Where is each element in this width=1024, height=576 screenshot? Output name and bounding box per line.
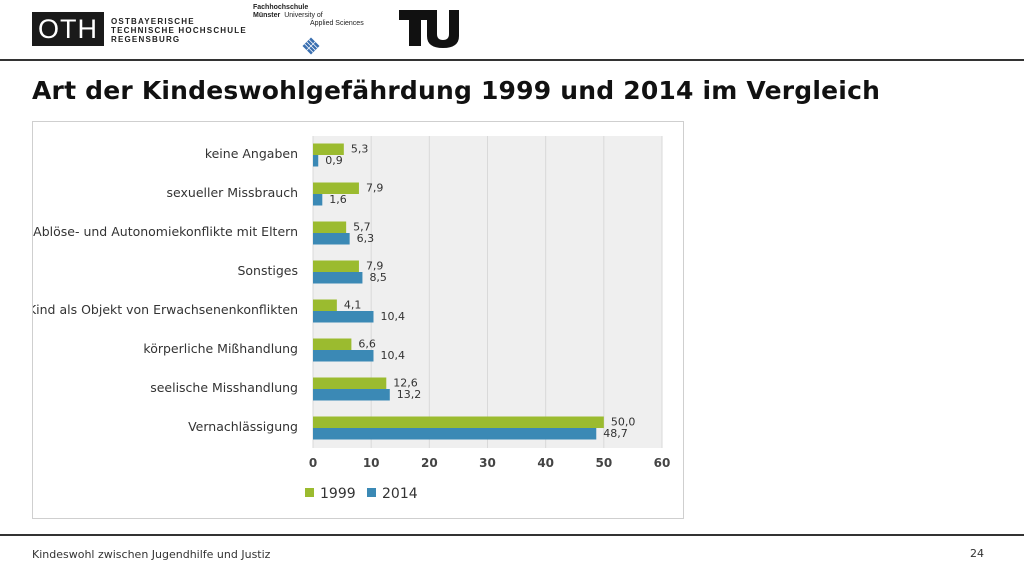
oth-logo-text: OTH bbox=[38, 13, 98, 44]
bar-2014 bbox=[313, 155, 319, 167]
fh-line: University of bbox=[284, 12, 323, 19]
legend-label: 1999 bbox=[320, 486, 356, 502]
bar-2014 bbox=[313, 389, 390, 401]
bar-1999 bbox=[313, 260, 359, 272]
data-label: 8,5 bbox=[369, 271, 387, 284]
bar-1999 bbox=[313, 182, 359, 194]
bar-2014 bbox=[313, 272, 363, 284]
category-label: sexueller Missbrauch bbox=[167, 185, 298, 200]
category-label: seelische Misshandlung bbox=[150, 380, 298, 395]
fh-line: Münster bbox=[253, 12, 281, 19]
legend-swatch bbox=[367, 488, 376, 497]
footer-divider bbox=[0, 534, 1024, 536]
fh-line: Fachhochschule bbox=[253, 4, 309, 11]
x-tick-label: 20 bbox=[421, 456, 438, 470]
category-label: keine Angaben bbox=[205, 146, 298, 161]
x-tick-label: 60 bbox=[654, 456, 671, 470]
bar-2014 bbox=[313, 194, 323, 206]
chart-frame: 0 10 20 30 40 50 60 keine Angaben 5,3 0,9 sexuelle… bbox=[32, 121, 684, 519]
legend-swatch bbox=[305, 488, 314, 497]
bar-1999 bbox=[313, 338, 352, 350]
data-label: 48,7 bbox=[603, 427, 628, 440]
category-label: Vernachlässigung bbox=[188, 419, 298, 434]
x-tick-label: 0 bbox=[309, 456, 317, 470]
page-title: Art der Kindeswohlgefährdung 1999 und 20… bbox=[32, 76, 881, 105]
data-label: 50,0 bbox=[611, 416, 636, 429]
data-label: 10,4 bbox=[380, 349, 405, 362]
bar-1999 bbox=[313, 299, 337, 311]
bar-2014 bbox=[313, 311, 374, 323]
x-tick-label: 30 bbox=[479, 456, 496, 470]
category-label: Ablöse- und Autonomiekonflikte mit Elter… bbox=[33, 224, 298, 239]
header-divider bbox=[0, 59, 1024, 61]
data-label: 13,2 bbox=[397, 388, 422, 401]
footer-text: Kindeswohl zwischen Jugendhilfe und Just… bbox=[32, 548, 271, 561]
data-label: 6,6 bbox=[358, 338, 376, 351]
tu-berlin-logo-icon: berlin bbox=[399, 9, 459, 48]
category-label: körperliche Mißhandlung bbox=[143, 341, 298, 356]
data-label: 7,9 bbox=[366, 260, 384, 273]
bar-2014 bbox=[313, 428, 597, 440]
data-label: 0,9 bbox=[325, 154, 343, 167]
bar-2014 bbox=[313, 350, 374, 362]
data-label: 7,9 bbox=[366, 182, 384, 195]
bar-1999 bbox=[313, 221, 347, 233]
bar-1999 bbox=[313, 416, 604, 428]
category-label: Kind als Objekt von Erwachsenenkonflikte… bbox=[33, 302, 298, 317]
data-label: 5,7 bbox=[353, 221, 371, 234]
oth-line: REGENSBURG bbox=[111, 35, 181, 44]
oth-institution-name: OSTBAYERISCHE TECHNISCHE HOCHSCHULE REGE… bbox=[111, 17, 247, 44]
data-label: 1,6 bbox=[329, 193, 347, 206]
fh-muenster-name: Fachhochschule Münster University of App… bbox=[253, 4, 364, 28]
data-label: 4,1 bbox=[344, 299, 362, 312]
x-tick-label: 10 bbox=[363, 456, 380, 470]
legend-label: 2014 bbox=[382, 486, 418, 502]
tu-logo-text: berlin bbox=[439, 9, 448, 36]
oth-line: TECHNISCHE HOCHSCHULE bbox=[111, 26, 247, 35]
bar-1999 bbox=[313, 377, 387, 389]
category-label: Sonstiges bbox=[237, 263, 298, 278]
bar-2014 bbox=[313, 233, 350, 245]
data-label: 5,3 bbox=[351, 143, 369, 156]
x-tick-label: 40 bbox=[537, 456, 554, 470]
oth-logo: OTH bbox=[32, 12, 104, 46]
fh-muenster-logo-icon bbox=[302, 37, 320, 55]
fh-line: Applied Sciences bbox=[310, 20, 364, 27]
x-tick-label: 50 bbox=[595, 456, 612, 470]
bar-1999 bbox=[313, 143, 344, 155]
bar-chart: 0 10 20 30 40 50 60 keine Angaben 5,3 0,9 sexuelle… bbox=[33, 136, 671, 502]
page-number: 24 bbox=[970, 547, 984, 560]
data-label: 10,4 bbox=[380, 310, 405, 323]
data-label: 12,6 bbox=[393, 377, 418, 390]
data-label: 6,3 bbox=[357, 232, 375, 245]
oth-line: OSTBAYERISCHE bbox=[111, 17, 195, 26]
header-logos: OTH OSTBAYERISCHE TECHNISCHE HOCHSCHULE … bbox=[0, 0, 1024, 58]
